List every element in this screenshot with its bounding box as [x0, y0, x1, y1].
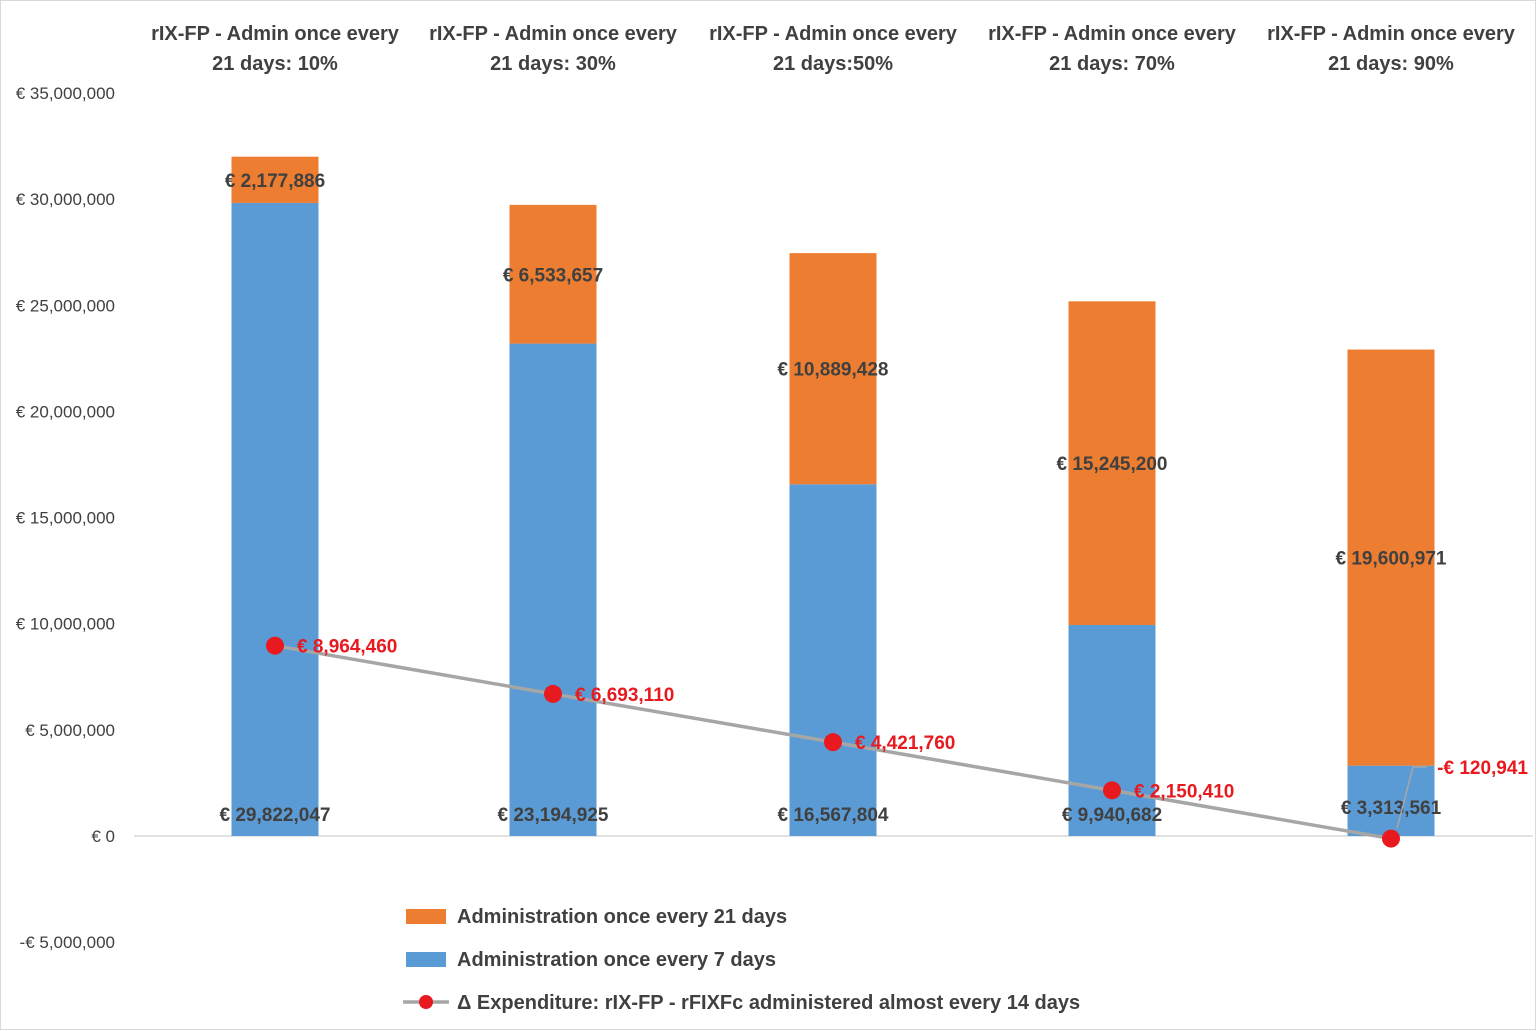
line-marker — [544, 684, 562, 703]
bar-blue — [231, 202, 319, 837]
category-label: rIX-FP - Admin once every — [429, 23, 678, 45]
y-tick-label: € 10,000,000 — [16, 615, 115, 634]
category-label: 21 days: 90% — [1328, 53, 1454, 75]
y-tick-label: € 0 — [91, 827, 115, 846]
category-label: 21 days: 30% — [490, 53, 616, 75]
category-label: 21 days: 10% — [212, 53, 338, 75]
bar-blue — [1347, 765, 1435, 836]
y-tick-label: € 35,000,000 — [16, 84, 115, 103]
bar-blue — [789, 484, 877, 836]
bar-orange — [789, 253, 877, 485]
bar-orange — [509, 204, 597, 344]
bar-orange — [1347, 349, 1435, 766]
bar-orange-label: € 6,533,657 — [503, 265, 603, 286]
category-label: rIX-FP - Admin once every — [151, 23, 400, 45]
bar-orange-label: € 2,177,886 — [225, 171, 325, 192]
line-data-label: € 4,421,760 — [855, 733, 955, 754]
bar-blue-label: € 16,567,804 — [778, 805, 889, 826]
bar-orange-label: € 10,889,428 — [778, 360, 889, 381]
line-data-label: € 2,150,410 — [1134, 781, 1234, 802]
line-data-label: -€ 120,941 — [1437, 758, 1528, 779]
bar-blue-label: € 3,313,561 — [1341, 798, 1442, 819]
bar-blue-label: € 23,194,925 — [498, 805, 609, 826]
legend-label: Administration once every 21 days — [457, 906, 787, 928]
label-leader-line — [1396, 766, 1427, 829]
line-marker — [1382, 829, 1400, 848]
bar-blue — [509, 343, 597, 836]
legend-label: Δ Expenditure: rIX-FP - rFIXFc administe… — [457, 992, 1080, 1014]
category-label: rIX-FP - Admin once every — [1267, 23, 1516, 45]
bar-blue-label: € 29,822,047 — [220, 805, 331, 826]
line-marker — [266, 636, 284, 655]
line-data-label: € 8,964,460 — [297, 637, 397, 658]
legend-swatch — [406, 909, 446, 924]
y-tick-label: € 15,000,000 — [16, 509, 115, 528]
bar-orange — [231, 156, 319, 203]
category-label: rIX-FP - Admin once every — [988, 23, 1237, 45]
bar-blue-label: € 9,940,682 — [1062, 805, 1162, 826]
y-tick-label: € 5,000,000 — [25, 721, 115, 740]
category-label: 21 days: 70% — [1049, 53, 1175, 75]
category-label: 21 days:50% — [773, 53, 893, 75]
category-label: rIX-FP - Admin once every — [709, 23, 958, 45]
bar-orange-label: € 15,245,200 — [1057, 454, 1168, 475]
bar-orange — [1068, 301, 1156, 625]
y-tick-label: € 25,000,000 — [16, 296, 115, 315]
legend-swatch — [406, 952, 446, 967]
bar-orange-label: € 19,600,971 — [1336, 549, 1447, 570]
line-data-label: € 6,693,110 — [575, 685, 674, 706]
bar-blue — [1068, 624, 1156, 836]
legend-label: Administration once every 7 days — [457, 949, 776, 971]
y-tick-label: -€ 5,000,000 — [20, 933, 115, 952]
legend-marker — [419, 995, 433, 1009]
line-marker — [824, 733, 842, 752]
y-tick-label: € 30,000,000 — [16, 190, 115, 209]
y-tick-label: € 20,000,000 — [16, 402, 115, 421]
line-marker — [1103, 781, 1121, 800]
